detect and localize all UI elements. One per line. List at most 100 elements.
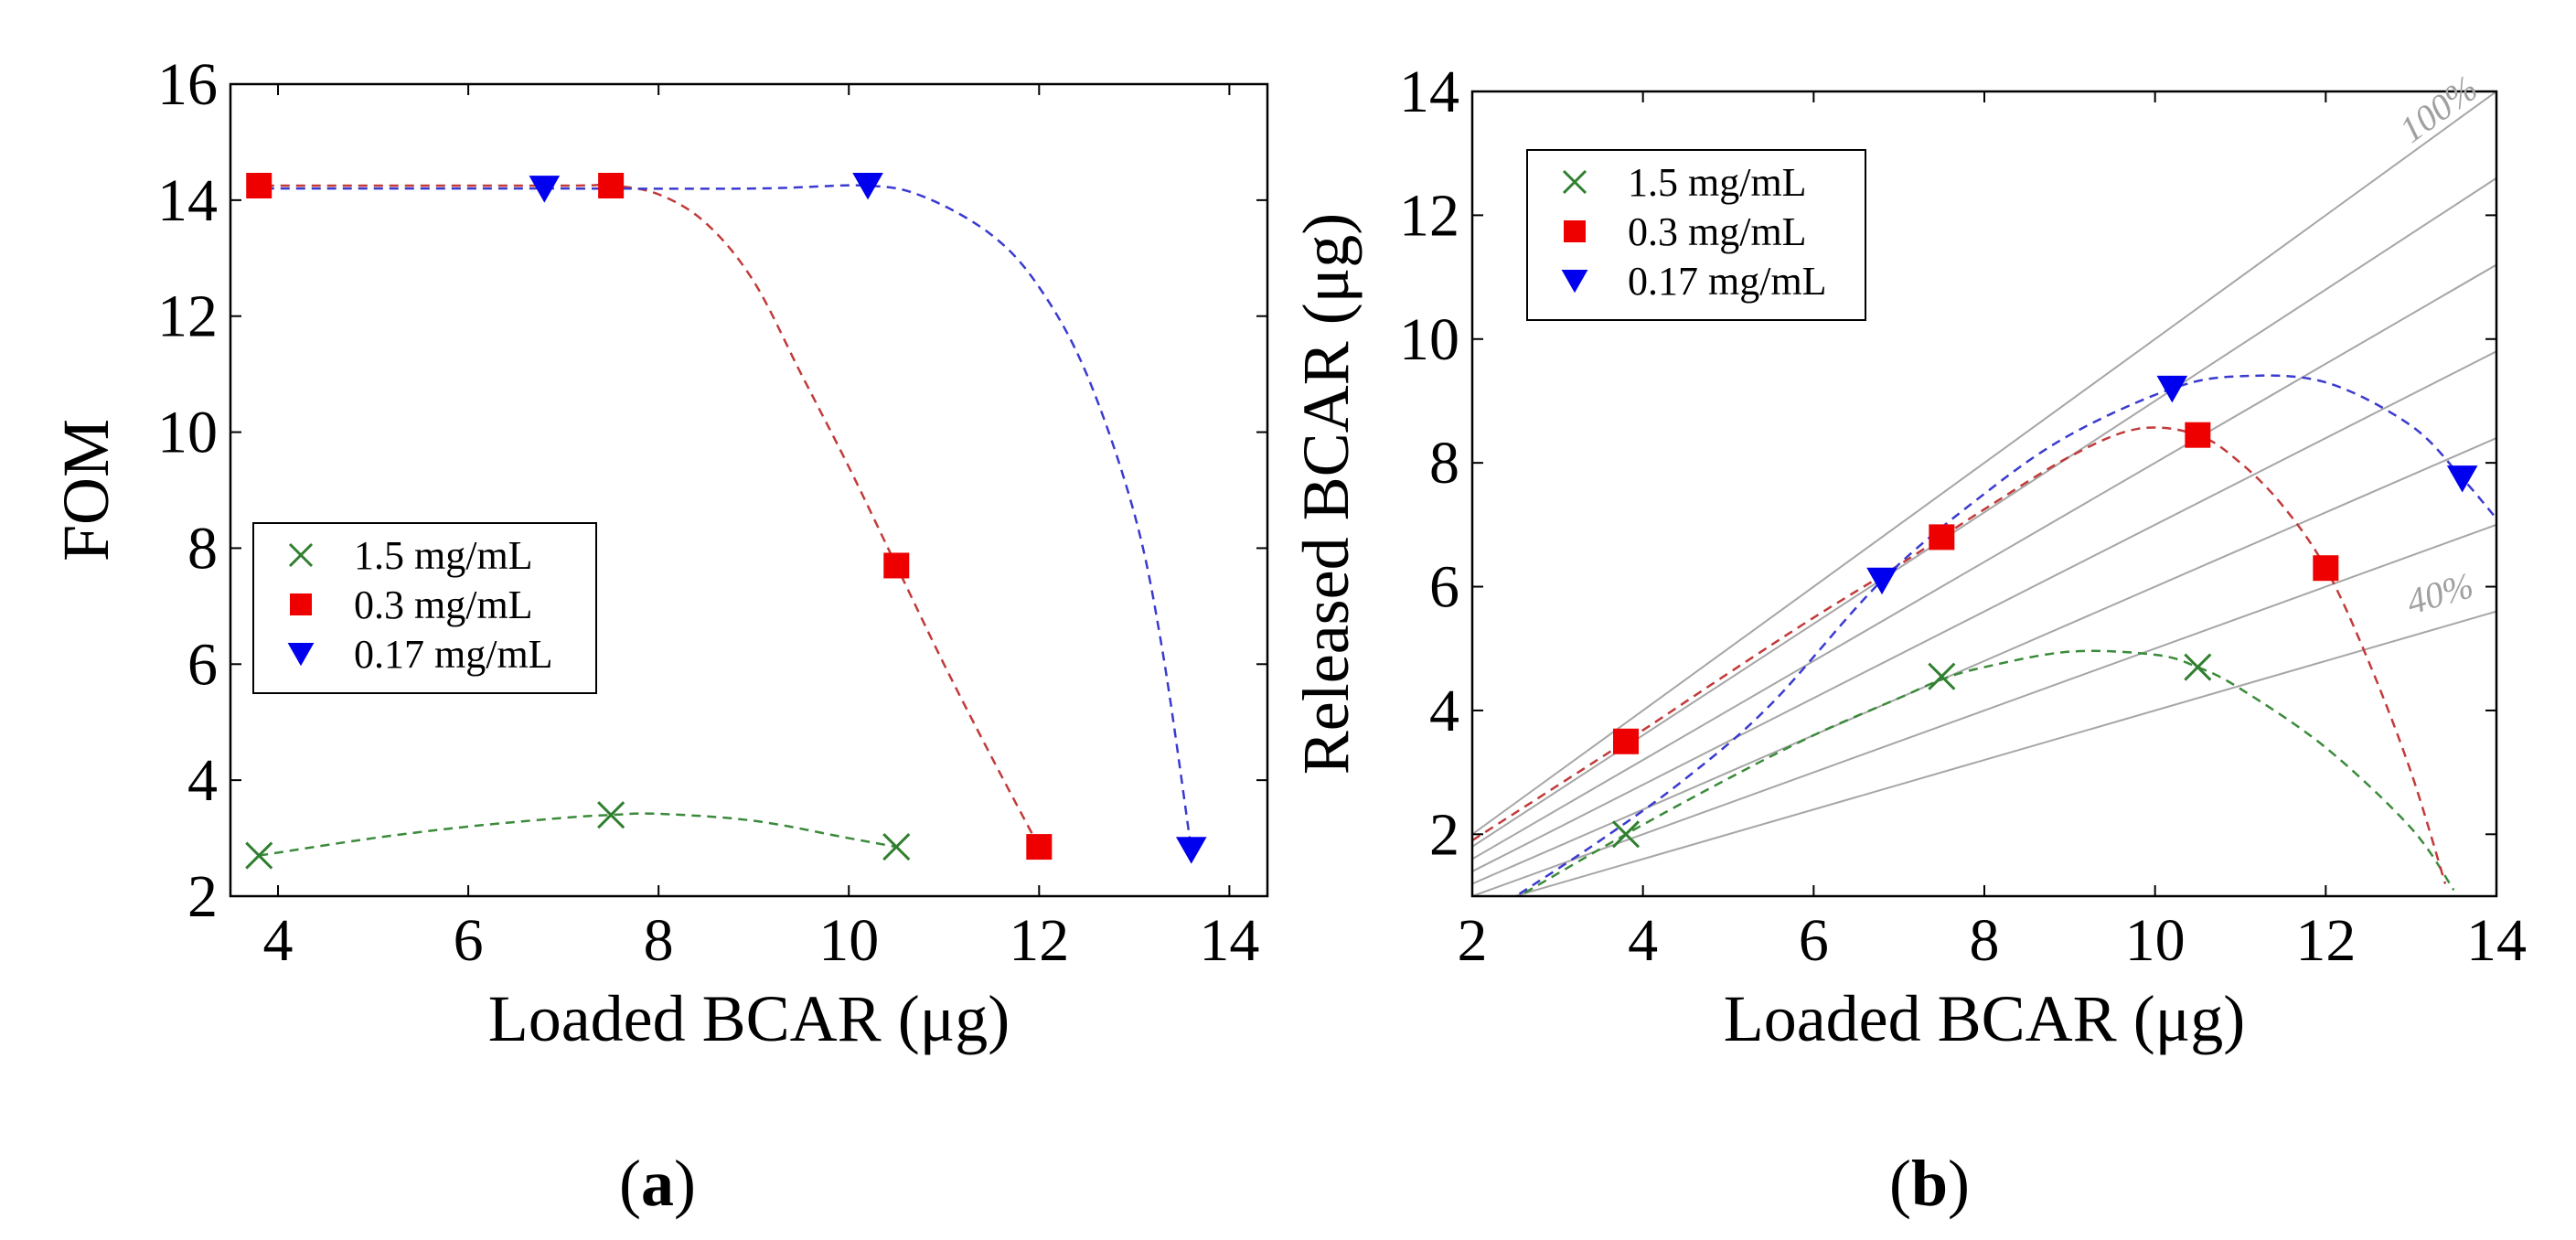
y-tick-label: 12 xyxy=(157,283,218,350)
legend-marker-1 xyxy=(290,593,312,615)
panel-b-data-points xyxy=(1611,375,2478,849)
legend-marker-2 xyxy=(1561,270,1588,294)
data-point-s1-2 xyxy=(2185,422,2211,448)
x-tick-label: 10 xyxy=(818,907,879,974)
panel-a-paren-close: ) xyxy=(674,1147,696,1220)
data-point-s0-0 xyxy=(1611,820,1641,849)
legend-label-1: 0.3 mg/mL xyxy=(1628,209,1807,254)
y-tick-label: 12 xyxy=(1399,182,1459,249)
legend-marker-0-stroke-2 xyxy=(288,542,314,568)
panel-a-x-axis-label: Loaded BCAR (μg) xyxy=(488,982,1010,1055)
legend-marker-2 xyxy=(287,643,315,667)
data-point-s0-2-stroke-2 xyxy=(2184,653,2212,681)
legend-label-0: 1.5 mg/mL xyxy=(1628,160,1807,205)
y-tick-label: 16 xyxy=(157,51,218,118)
fit-curve-0 xyxy=(1516,649,2455,896)
data-point-s0-2 xyxy=(2184,653,2212,681)
y-tick-label: 8 xyxy=(1429,430,1459,497)
legend-label-0: 1.5 mg/mL xyxy=(354,533,533,578)
x-tick-label: 10 xyxy=(2125,907,2186,974)
data-point-s0-1-stroke-2 xyxy=(1928,662,1956,690)
x-tick-label: 8 xyxy=(644,907,674,974)
data-point-s1-1 xyxy=(598,173,625,198)
data-point-s1-3 xyxy=(2313,555,2339,582)
reference-label-100: 100% xyxy=(2392,68,2485,151)
panel-b-y-axis-label: Released BCAR (μg) xyxy=(1289,213,1363,775)
panel-a-data-points xyxy=(245,173,1207,870)
data-point-s0-1 xyxy=(1928,662,1956,690)
panel-b-label: (b) xyxy=(1889,1147,1970,1220)
data-point-s2-0 xyxy=(1866,567,1897,595)
reference-label-40: 40% xyxy=(2402,564,2478,623)
legend-marker-0-stroke-2 xyxy=(1562,169,1587,195)
panel-a-legend: 1.5 mg/mL 0.3 mg/mL 0.17 mg/mL xyxy=(252,522,597,694)
x-tick-label: 12 xyxy=(2295,907,2356,974)
panel-b-reference-lines xyxy=(1472,91,2496,896)
x-tick-label: 8 xyxy=(1970,907,2000,974)
y-tick-label: 2 xyxy=(1429,801,1459,868)
fit-curve-2 xyxy=(1513,374,2496,896)
x-tick-label: 14 xyxy=(1199,907,1259,974)
panel-b-legend: 1.5 mg/mL0.3 mg/mL 0.17 mg/mL xyxy=(1526,149,1866,321)
x-tick-label: 14 xyxy=(2466,907,2527,974)
x-tick-label: 4 xyxy=(263,907,294,974)
reference-line-80 xyxy=(1472,263,2496,861)
reference-line-40 xyxy=(1512,610,2496,896)
y-tick-label: 4 xyxy=(187,747,218,814)
y-tick-label: 4 xyxy=(1429,678,1459,744)
y-tick-label: 10 xyxy=(1399,306,1459,373)
data-point-s2-0 xyxy=(529,176,561,203)
data-point-s1-2 xyxy=(883,552,910,579)
data-point-s0-1 xyxy=(597,801,625,829)
legend-label-2: 0.17 mg/mL xyxy=(354,632,553,677)
reference-line-70 xyxy=(1472,350,2496,872)
panel-b-paren-open: ( xyxy=(1889,1147,1911,1220)
data-point-s1-3 xyxy=(1026,834,1053,861)
reference-line-100 xyxy=(1472,91,2496,836)
y-tick-label: 8 xyxy=(187,515,218,582)
y-tick-label: 6 xyxy=(187,631,218,698)
fit-curve-2 xyxy=(249,184,1193,850)
data-point-s2-2 xyxy=(1175,837,1207,864)
reference-line-50 xyxy=(1472,523,2496,896)
y-tick-label: 14 xyxy=(1399,59,1459,125)
legend-label-2: 0.17 mg/mL xyxy=(1628,259,1827,304)
panel-b-x-axis-label: Loaded BCAR (μg) xyxy=(1724,982,2246,1055)
fit-curve-1 xyxy=(249,184,1041,848)
x-tick-label: 4 xyxy=(1628,907,1658,974)
data-point-s1-1 xyxy=(1929,524,1955,551)
panel-a-y-axis-label: FOM xyxy=(49,419,123,561)
panel-a-fit-curves xyxy=(249,184,1193,857)
data-point-s2-1 xyxy=(852,173,883,200)
data-point-s0-2 xyxy=(882,833,911,861)
y-tick-label: 2 xyxy=(187,863,218,930)
panel-b-ticks: 2 4 6 8 10 12 14 2 4 6 8 10 12 14 xyxy=(1399,59,2527,974)
y-tick-label: 6 xyxy=(1429,554,1459,621)
data-point-s0-0 xyxy=(245,841,273,870)
legend-marker-1 xyxy=(1564,220,1586,242)
panel-b-fit-curves xyxy=(1472,374,2496,896)
legend-marker-0 xyxy=(1562,169,1587,195)
fit-curve-1 xyxy=(1472,426,2447,884)
chart-panel-b: 2 4 6 8 10 12 14 2 4 6 8 10 12 14 Loaded BCAR (μg) Re… xyxy=(1289,59,2527,1220)
panel-a-frame xyxy=(229,82,1269,898)
data-point-s1-0 xyxy=(1613,728,1639,754)
legend-marker-0 xyxy=(288,542,314,568)
data-point-s0-1-stroke-2 xyxy=(597,801,625,829)
reference-line-60 xyxy=(1472,437,2496,885)
data-point-s0-0-stroke-2 xyxy=(1611,820,1641,849)
x-tick-label: 12 xyxy=(1009,907,1069,974)
y-tick-label: 10 xyxy=(157,400,218,466)
panel-b-letter: b xyxy=(1911,1147,1948,1220)
panel-b-paren-close: ) xyxy=(1948,1147,1970,1220)
x-tick-label: 6 xyxy=(454,907,484,974)
fit-curve-0 xyxy=(259,812,897,857)
x-tick-label: 6 xyxy=(1799,907,1829,974)
data-point-s0-2-stroke-2 xyxy=(882,833,911,861)
x-tick-label: 2 xyxy=(1458,907,1488,974)
data-point-s0-0-stroke-2 xyxy=(245,841,273,870)
reference-line-90 xyxy=(1472,176,2496,848)
